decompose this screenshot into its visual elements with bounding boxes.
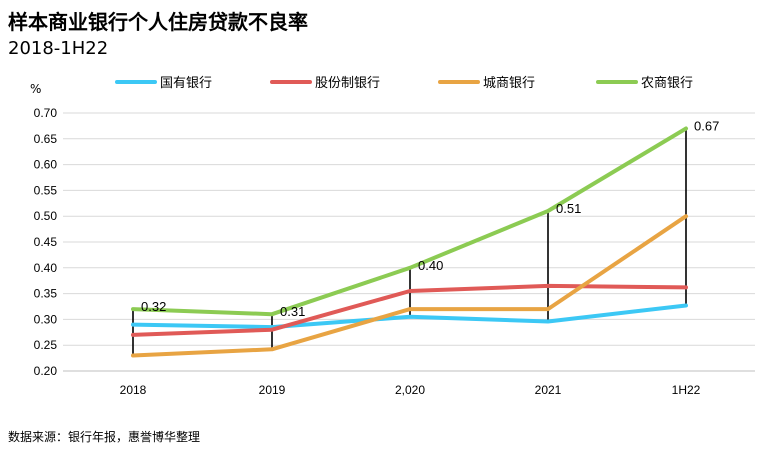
y-tick-label: 0.20: [34, 364, 58, 378]
y-axis-unit-label: %: [30, 82, 42, 96]
y-tick-label: 0.55: [34, 183, 58, 197]
data-label: 0.40: [418, 258, 443, 273]
legend-label: 国有银行: [160, 76, 212, 91]
x-tick-label: 1H22: [672, 383, 701, 397]
y-tick-label: 0.60: [34, 158, 58, 172]
chart-title: 样本商业银行个人住房贷款不良率: [8, 10, 308, 34]
series-line-1: [131, 303, 688, 330]
legend-label: 股份制银行: [315, 76, 380, 91]
x-tick-label: 2021: [535, 383, 562, 397]
legend-label: 城商银行: [483, 76, 535, 91]
chart-subtitle: 2018-1H22: [8, 38, 109, 59]
data-label: 0.32: [141, 299, 166, 314]
y-tick-label: 0.50: [34, 209, 58, 223]
source-note: 数据来源：银行年报，惠誉博华整理: [8, 430, 201, 444]
x-tick-label: 2,020: [395, 383, 425, 397]
x-tick-label: 2018: [120, 383, 147, 397]
series-line-3: [131, 214, 688, 358]
data-label: 0.51: [556, 201, 581, 216]
data-label: 0.31: [280, 304, 305, 319]
y-tick-label: 0.35: [34, 287, 58, 301]
y-tick-label: 0.45: [34, 235, 58, 249]
series-line-4: [131, 126, 688, 317]
y-tick-label: 0.70: [34, 106, 58, 120]
y-tick-label: 0.65: [34, 132, 58, 146]
legend-label: 农商银行: [641, 76, 693, 91]
y-tick-label: 0.25: [34, 338, 58, 352]
x-tick-label: 2019: [259, 383, 286, 397]
series-line-2: [131, 283, 688, 337]
data-label: 0.67: [694, 118, 719, 133]
y-tick-label: 0.40: [34, 261, 58, 275]
y-tick-label: 0.30: [34, 312, 58, 326]
